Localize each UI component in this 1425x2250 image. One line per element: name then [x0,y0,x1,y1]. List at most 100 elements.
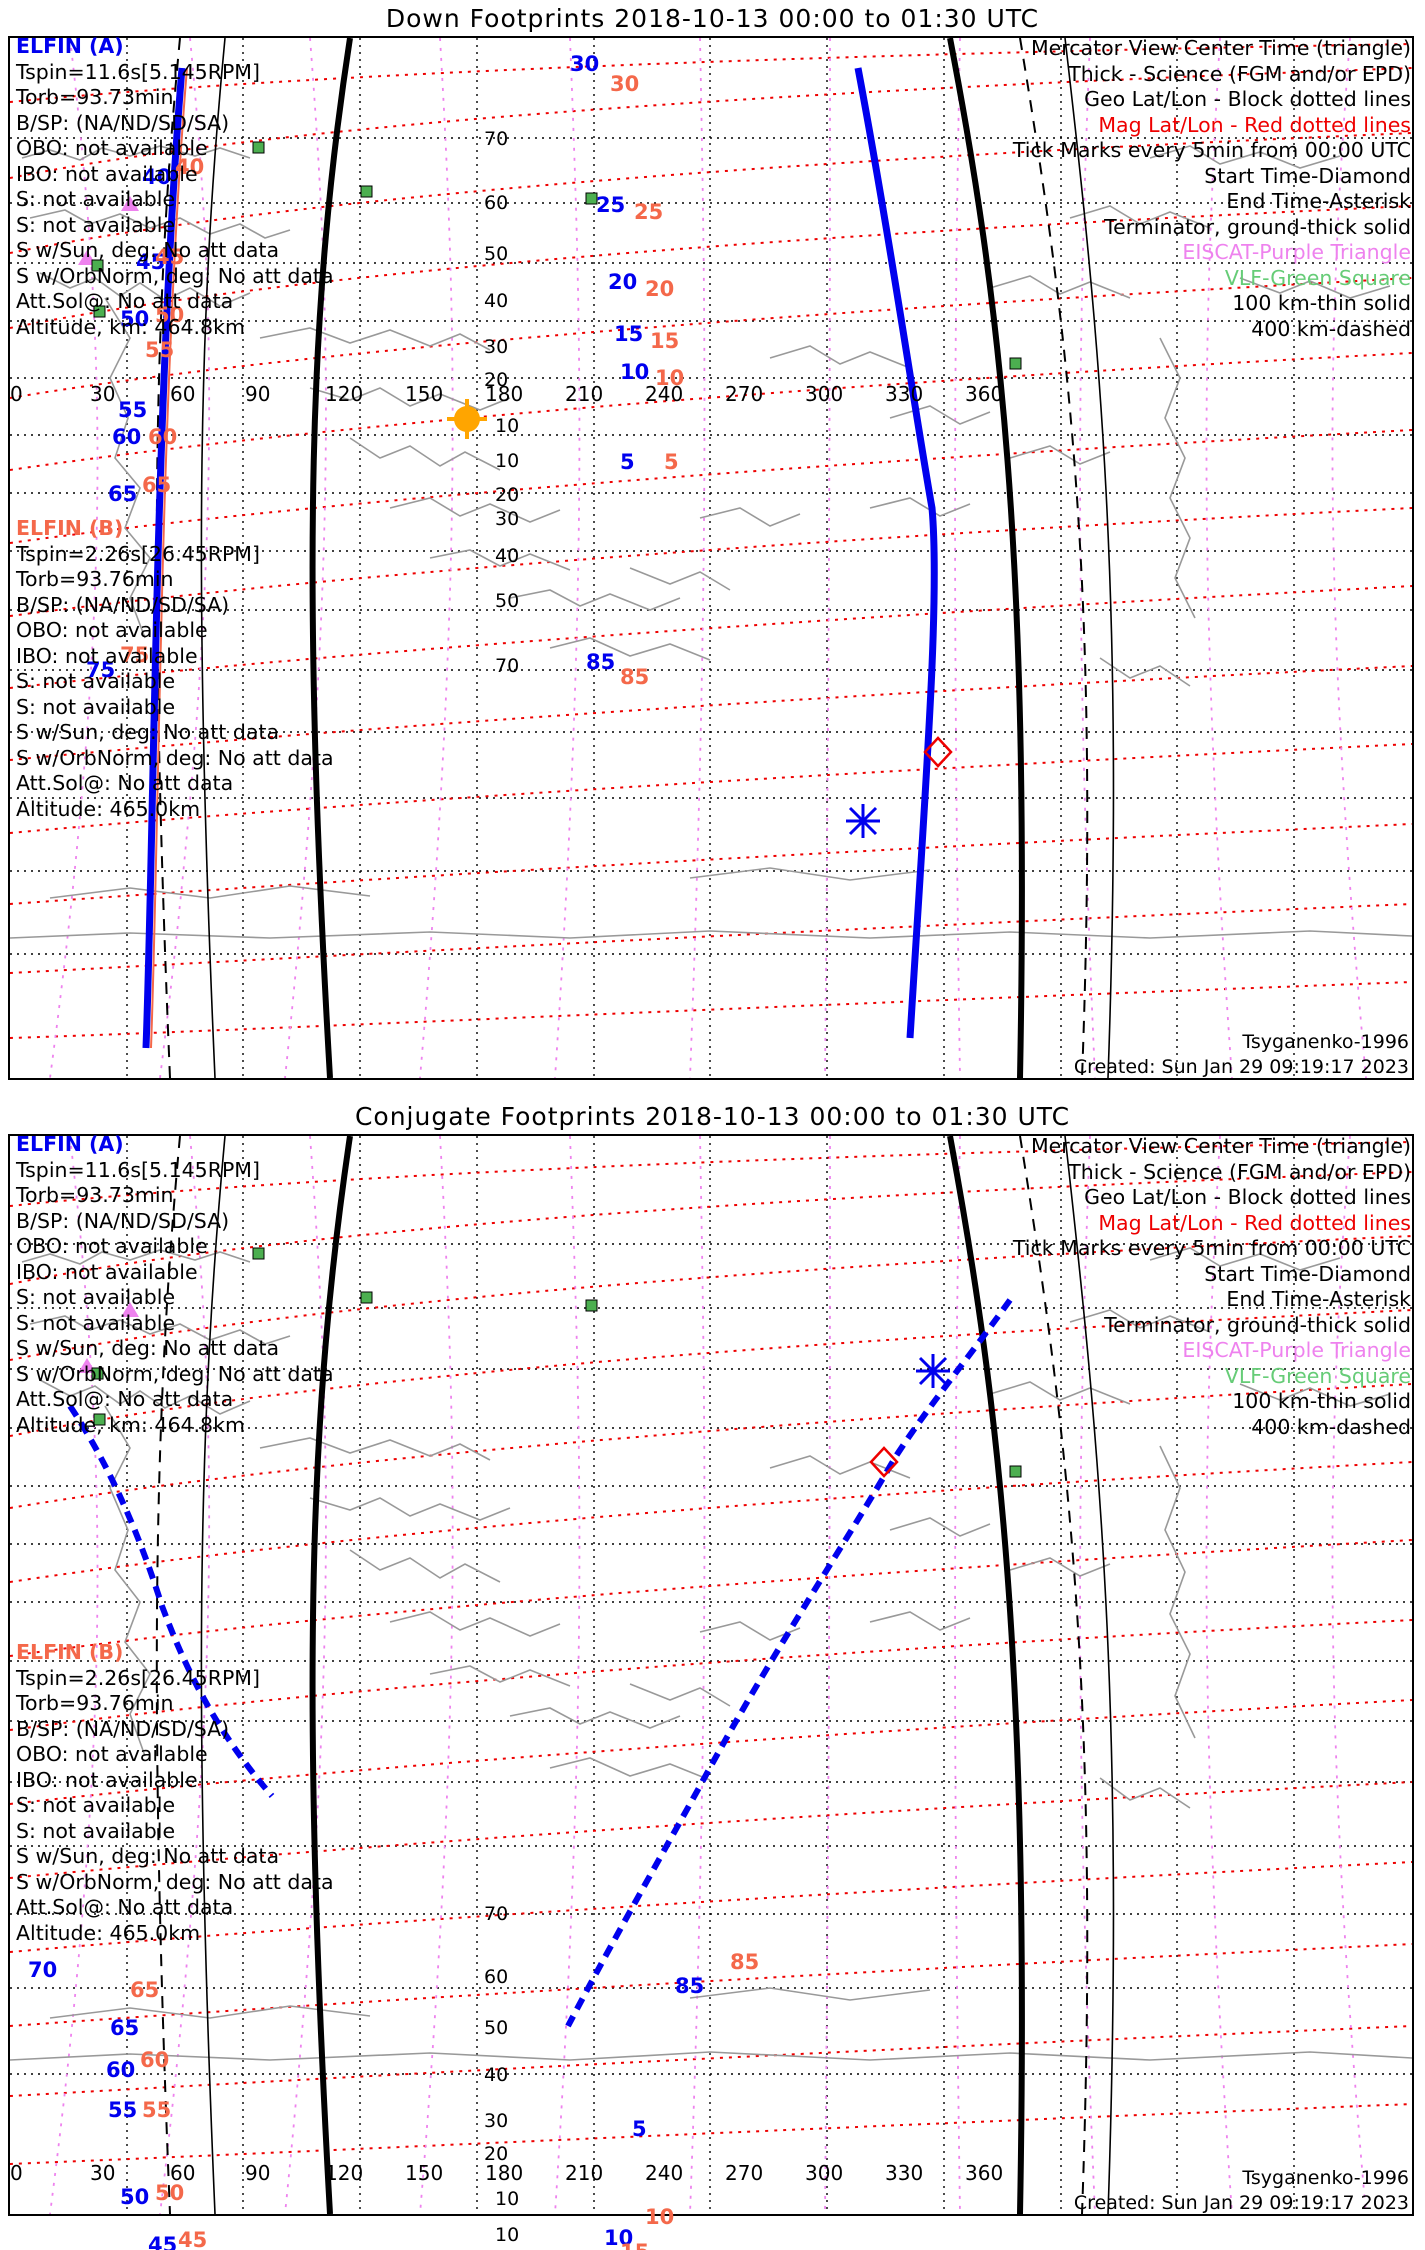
track-elfin-b-mag-down [150,67,188,1049]
track-tick-label: 10 [604,2226,634,2250]
lat-tick: 20 [484,369,509,391]
lat-tick: 50 [484,243,509,265]
lon-tick: 0 [10,2161,23,2185]
track-elfin-a-down [854,67,938,1039]
lat-tick: 70 [484,128,509,150]
elfin-a-line: Tspin=11.6s[5.145RPM] [16,59,260,84]
elfin-b-line: S w/Sun, deg: No att data [16,1844,280,1868]
track-tick-label: 50 [120,307,150,331]
track-tick-label: 85 [620,665,650,689]
legend-item: Thick - Science (FGM and/or EPD) [1068,61,1411,86]
legend-item: Mercator View Center Time (triangle) [1030,36,1411,60]
elfin-b-line: S w/Sun, deg: No att data [16,720,280,744]
legend-item: Terminator, ground-thick solid [1104,214,1411,239]
track-tick-label: 45 [136,250,166,274]
lon-tick: 270 [725,382,764,406]
track-tick-label: 75 [120,643,150,667]
lon-tick: 360 [965,2161,1004,2185]
track-tick-label: 65 [108,482,138,506]
lat-tick: 40 [484,290,509,312]
legend-item: Start Time-Diamond [1204,163,1411,188]
legend-item: Mercator View Center Time (triangle) [1030,1134,1411,1158]
lat-tick: 70 [484,1903,509,1925]
elfin-a-line: B/SP: (NA/ND/SD/SA) [16,1208,230,1233]
lon-tick: 210 [565,2161,604,2185]
track-tick-label: 45 [148,2233,178,2250]
track-tick-label: 75 [86,658,116,682]
coastlines-down [10,145,1412,939]
lat-tick: 10 [495,450,520,472]
track-tick-label: 60 [148,425,178,449]
model-credit: Tsyganenko-1996 [1242,2167,1409,2189]
elfin-a-line: OBO: not available [16,1234,208,1258]
track-tick-label: 20 [608,270,638,294]
lon-tick: 300 [805,382,844,406]
legend-item: 100 km-thin solid [1232,291,1411,315]
track-tick-label: 55 [118,398,148,422]
legend-item: EISCAT-Purple Triangle [1182,240,1411,264]
elfin-b-header: ELFIN (B) [16,1640,124,1664]
lon-tick: 300 [805,2161,844,2185]
elfin-b-line: Altitude: 465.0km [16,796,201,821]
lon-tick: 330 [885,2161,924,2185]
lat-tick: 10 [495,2188,520,2210]
elfin-a-line: S: not available [16,1310,176,1335]
track-tick-label: 30 [610,72,640,96]
elfin-b-line: S w/OrbNorm, deg: No att data [16,1869,334,1894]
lon-tick: 240 [645,2161,684,2185]
panel-title-down: Down Footprints 2018-10-13 00:00 to 01:3… [385,4,1040,33]
elfin-a-line: B/SP: (NA/ND/SD/SA) [16,110,230,135]
track-tick-label: 20 [645,277,675,301]
elfin-b-line: Tspin=2.26s[26.45RPM] [16,1665,260,1690]
elfin-b-line: OBO: not available [16,1742,208,1766]
legend-down: Mercator View Center Time (triangle) Thi… [1013,36,1411,342]
lon-tick: 60 [170,2161,196,2185]
lon-tick: 270 [725,2161,764,2185]
lon-tick: 240 [645,382,684,406]
elfin-a-header: ELFIN (A) [16,1132,124,1156]
legend-item: Geo Lat/Lon - Block dotted lines [1084,1185,1411,1209]
track-tick-label: 45 [178,2228,208,2250]
lat-tick: 30 [484,336,509,358]
credits-conjugate: Tsyganenko-1996 Created: Sun Jan 29 09:1… [1074,2166,1409,2216]
lon-tick: 360 [965,382,1004,406]
track-tick-label: 5 [632,2117,647,2141]
info-elfin-b-conjugate: ELFIN (B) Tspin=2.26s[26.45RPM] Torb=93.… [16,1640,334,1946]
lat-tick: 20 [484,2143,509,2165]
elfin-a-line: Tspin=11.6s[5.145RPM] [16,1157,260,1182]
elfin-b-line: Torb=93.76min [16,1691,174,1715]
marker-start-diamond-down [923,736,953,768]
legend-item: VLF-Green Square [1224,265,1411,290]
terminator-conjugate [155,1136,1115,2214]
track-tick-label: 60 [112,425,142,449]
track-tick-label: 5 [620,450,635,474]
lat-tick: 10 [495,415,520,437]
track-tick-label: 15 [620,2240,649,2250]
lon-tick: 90 [245,2161,271,2185]
track-tick-label: 40 [175,155,205,179]
vlf-square [91,1247,1022,1478]
track-tick-label: 10 [620,360,650,384]
track-tick-label: 60 [106,2058,136,2082]
track-tick-label: 85 [675,1974,705,1998]
legend-item: Terminator, ground-thick solid [1104,1312,1411,1337]
map-down [8,36,1414,1080]
lon-tick: 120 [325,2161,364,2185]
elfin-b-line: Tspin=2.26s[26.45RPM] [16,541,260,566]
mag-meridians-down [49,38,1367,1078]
lon-tick: 180 [485,382,524,406]
lon-tick: 0 [10,382,23,406]
elfin-a-line: Altitude, km: 464.8km [16,1412,245,1437]
vlf-square [91,141,1022,370]
elfin-b-line: Att.Sol@: No att data [16,771,234,795]
track-tick-label: 70 [28,1958,58,1982]
elfin-b-line: B/SP: (NA/ND/SD/SA) [16,1716,230,1741]
elfin-b-line: S: not available [16,1793,176,1817]
panel-down-footprints: Down Footprints 2018-10-13 00:00 to 01:3… [0,0,1425,1110]
lon-tick: 30 [90,382,116,406]
geo-graticule-conjugate [10,1136,1412,2214]
legend-item: 400 km-dashed [1251,1414,1411,1439]
lat-tick: 30 [495,508,520,530]
elfin-a-line: Att.Sol@: No att data [16,289,234,313]
elfin-a-line: Att.Sol@: No att data [16,1387,234,1411]
